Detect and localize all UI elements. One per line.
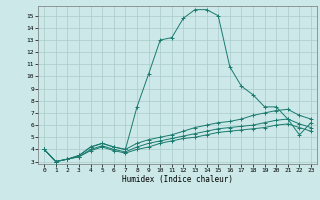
X-axis label: Humidex (Indice chaleur): Humidex (Indice chaleur) [122, 175, 233, 184]
